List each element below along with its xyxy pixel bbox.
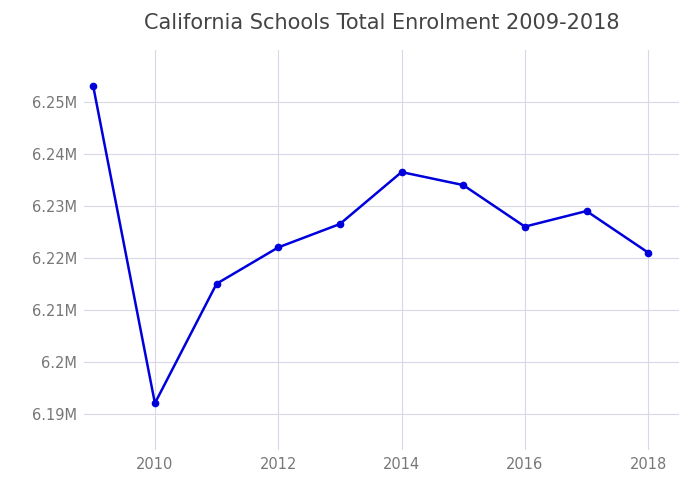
Title: California Schools Total Enrolment 2009-2018: California Schools Total Enrolment 2009-… xyxy=(144,13,620,33)
